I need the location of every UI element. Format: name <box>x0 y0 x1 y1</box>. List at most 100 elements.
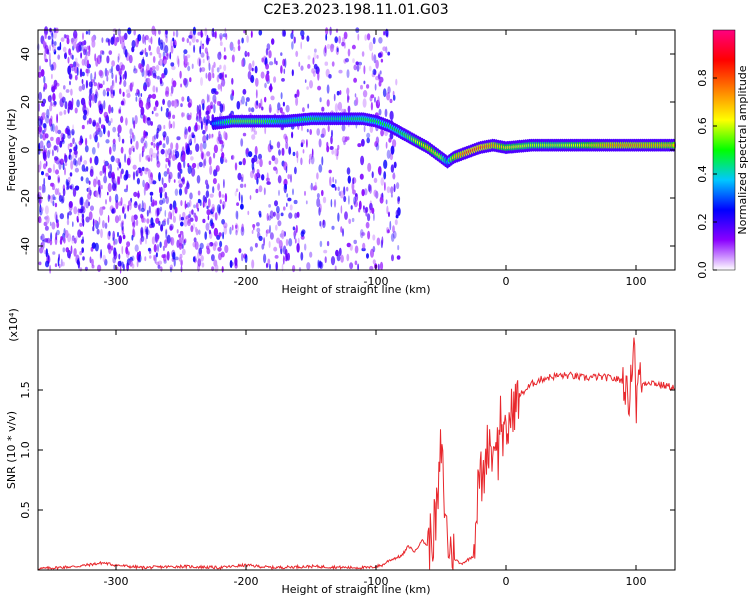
heatmap-noise-cell <box>207 72 212 82</box>
heatmap-noise-cell <box>120 116 124 123</box>
heatmap-noise-cell <box>96 228 100 235</box>
heatmap-noise-cell <box>145 237 147 245</box>
heatmap-noise-cell <box>167 100 172 108</box>
heatmap-noise-cell <box>218 190 222 198</box>
heatmap-noise-cell <box>62 133 66 140</box>
heatmap-noise-cell <box>157 149 160 158</box>
heatmap-noise-cell <box>223 178 225 189</box>
heatmap-noise-cell <box>353 77 357 83</box>
heatmap-noise-cell <box>236 100 241 110</box>
heatmap-noise-cell <box>72 187 77 197</box>
heatmap-noise-cell <box>113 240 116 246</box>
heatmap-noise-cell <box>189 77 192 83</box>
heatmap-noise-cell <box>80 138 84 144</box>
heatmap-noise-cell <box>149 51 153 56</box>
heatmap-noise-cell <box>380 177 385 186</box>
heatmap-noise-cell <box>344 211 348 220</box>
heatmap-noise-cell <box>329 176 332 187</box>
heatmap-noise-cell <box>221 152 225 159</box>
heatmap-noise-cell <box>152 56 156 63</box>
heatmap-noise-cell <box>270 95 275 101</box>
heatmap-noise-cell <box>245 97 250 102</box>
heatmap-noise-cell <box>211 88 215 95</box>
heatmap-noise-cell <box>158 172 161 182</box>
heatmap-noise-cell <box>170 39 173 48</box>
heatmap-noise-cell <box>306 262 311 270</box>
heatmap-noise-cell <box>247 70 252 80</box>
heatmap-noise-cell <box>170 123 173 129</box>
heatmap-noise-cell <box>147 247 151 252</box>
heatmap-noise-cell <box>172 80 177 88</box>
heatmap-noise-cell <box>150 154 153 162</box>
heatmap-noise-cell <box>300 30 305 37</box>
heatmap-noise-cell <box>166 251 170 261</box>
heatmap-noise-cell <box>196 112 199 121</box>
heatmap-noise-cell <box>76 99 80 108</box>
heatmap-noise-cell <box>366 84 370 89</box>
heatmap-noise-cell <box>324 61 329 66</box>
heatmap-noise-cell <box>217 101 220 106</box>
heatmap-noise-cell <box>55 169 59 175</box>
heatmap-noise-cell <box>128 147 132 156</box>
heatmap-noise-cell <box>132 228 135 238</box>
heatmap-noise-cell <box>146 218 150 224</box>
heatmap-noise-cell <box>254 77 259 87</box>
heatmap-noise-cell <box>206 151 211 157</box>
heatmap-noise-cell <box>171 65 176 71</box>
heatmap-noise-cell <box>175 150 180 159</box>
heatmap-noise-cell <box>335 179 337 184</box>
heatmap-noise-cell <box>298 61 301 67</box>
heatmap-noise-cell <box>59 213 64 220</box>
heatmap-noise-cell <box>93 178 97 188</box>
heatmap-noise-cell <box>118 134 121 143</box>
heatmap-noise-cell <box>49 59 52 68</box>
heatmap-noise-cell <box>328 169 332 174</box>
heatmap-noise-cell <box>200 77 203 86</box>
x-tick-label: -200 <box>234 275 259 288</box>
heatmap-noise-cell <box>377 263 380 271</box>
heatmap-noise-cell <box>282 101 285 107</box>
heatmap-noise-cell <box>159 199 164 206</box>
heatmap-noise-cell <box>159 186 161 194</box>
heatmap-noise-cell <box>392 230 397 239</box>
heatmap-noise-cell <box>251 157 255 164</box>
heatmap-noise-cell <box>280 229 285 240</box>
heatmap-noise-cell <box>275 167 278 175</box>
heatmap-noise-cell <box>170 45 174 54</box>
heatmap-noise-cell <box>316 172 319 180</box>
heatmap-noise-cell <box>234 257 238 267</box>
heatmap-noise-cell <box>373 212 375 222</box>
heatmap-noise-cell <box>100 103 104 113</box>
heatmap-noise-cell <box>197 258 202 267</box>
heatmap-noise-cell <box>213 61 216 68</box>
heatmap-noise-cell <box>202 141 207 150</box>
heatmap-noise-cell <box>214 88 217 94</box>
heatmap-noise-cell <box>47 253 50 260</box>
heatmap-noise-cell <box>54 202 58 208</box>
heatmap-noise-cell <box>359 229 364 239</box>
heatmap-noise-cell <box>240 176 243 182</box>
heatmap-noise-cell <box>73 158 77 166</box>
heatmap-noise-cell <box>224 193 228 203</box>
heatmap-noise-cell <box>138 97 142 104</box>
heatmap-noise-cell <box>195 228 199 236</box>
heatmap-noise-cell <box>206 51 209 61</box>
heatmap-noise-cell <box>261 243 265 250</box>
heatmap-noise-cell <box>316 54 319 59</box>
heatmap-noise-cell <box>197 162 200 170</box>
heatmap-noise-cell <box>156 146 159 151</box>
heatmap-noise-cell <box>392 139 397 148</box>
heatmap-noise-cell <box>224 74 227 78</box>
heatmap-noise-cell <box>69 148 72 153</box>
heatmap-noise-cell <box>230 261 234 266</box>
heatmap-noise-cell <box>122 206 125 214</box>
heatmap-noise-cell <box>53 100 57 106</box>
heatmap-noise-cell <box>95 176 98 185</box>
heatmap-noise-cell <box>164 209 167 218</box>
heatmap-noise-cell <box>385 28 389 37</box>
heatmap-noise-cell <box>141 49 144 54</box>
heatmap-noise-cell <box>261 57 265 63</box>
heatmap-noise-cell <box>122 232 125 240</box>
x-tick-label: 100 <box>626 275 647 288</box>
heatmap-noise-cell <box>180 200 183 207</box>
